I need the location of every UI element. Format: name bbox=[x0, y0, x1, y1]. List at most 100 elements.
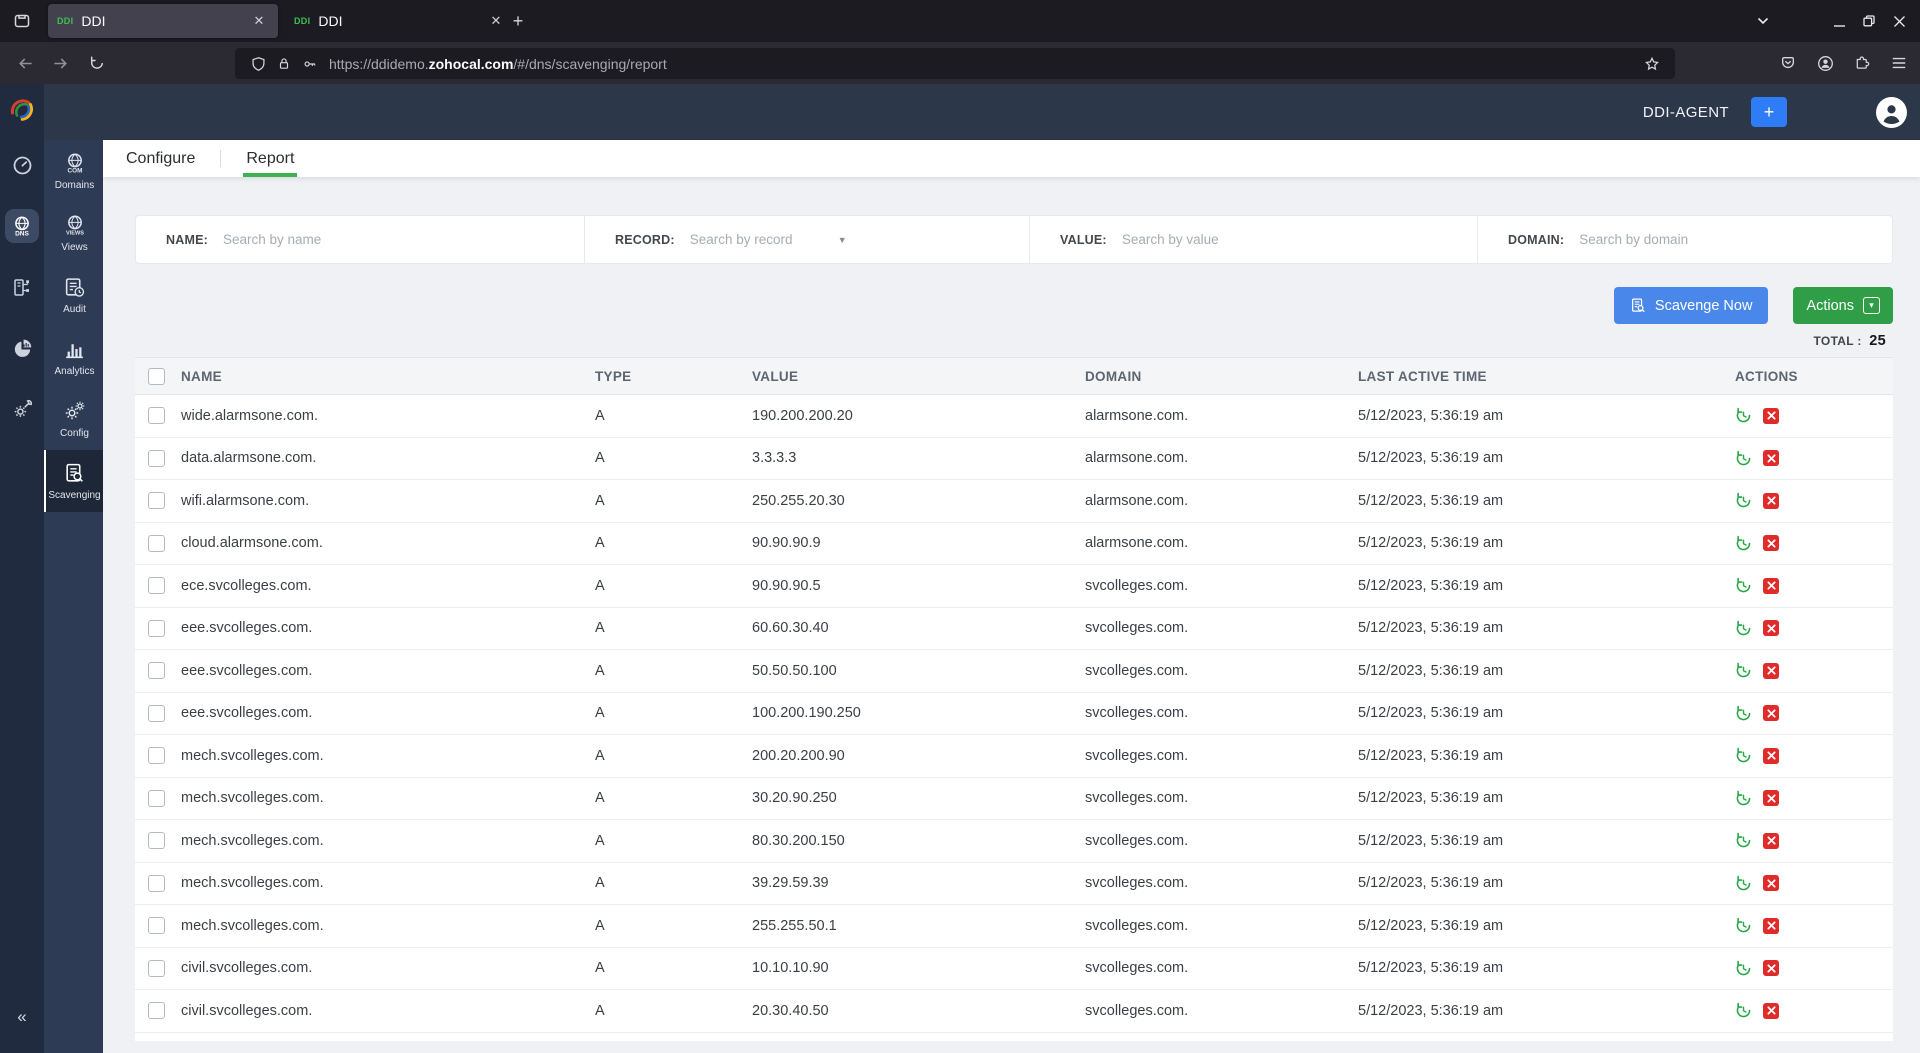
table-header-row: NAME TYPE VALUE DOMAIN LAST ACTIVE TIME … bbox=[135, 358, 1893, 395]
history-icon[interactable] bbox=[1735, 832, 1752, 849]
reload-icon[interactable] bbox=[81, 47, 113, 79]
dns-icon[interactable]: DNS bbox=[5, 209, 39, 243]
history-icon[interactable] bbox=[1735, 662, 1752, 679]
infrastructure-icon[interactable] bbox=[5, 270, 39, 304]
delete-icon[interactable] bbox=[1763, 747, 1779, 764]
tab-list-chevron-icon[interactable] bbox=[1748, 6, 1778, 36]
row-checkbox[interactable] bbox=[148, 917, 165, 935]
close-window-icon[interactable] bbox=[1884, 6, 1914, 36]
delete-icon[interactable] bbox=[1763, 1002, 1779, 1019]
record-search-input[interactable] bbox=[687, 231, 832, 248]
delete-icon[interactable] bbox=[1763, 535, 1779, 552]
agent-label: DDI-AGENT bbox=[1642, 103, 1729, 121]
history-icon[interactable] bbox=[1735, 705, 1752, 722]
minimize-icon[interactable] bbox=[1824, 6, 1854, 36]
history-icon[interactable] bbox=[1735, 875, 1752, 892]
row-checkbox[interactable] bbox=[148, 874, 165, 892]
tab-close-icon[interactable]: ✕ bbox=[490, 13, 502, 28]
collapse-sidebar-icon[interactable]: « bbox=[17, 1007, 27, 1026]
filter-value-label: VALUE: bbox=[1060, 232, 1107, 247]
row-checkbox[interactable] bbox=[148, 662, 165, 680]
history-icon[interactable] bbox=[1735, 790, 1752, 807]
key-icon[interactable] bbox=[297, 53, 323, 75]
select-all-checkbox[interactable] bbox=[148, 367, 165, 385]
row-checkbox[interactable] bbox=[148, 534, 165, 552]
tools-icon[interactable] bbox=[5, 392, 39, 426]
history-icon[interactable] bbox=[1735, 960, 1752, 977]
domain-search-input[interactable] bbox=[1577, 231, 1812, 248]
new-tab-button[interactable]: + bbox=[512, 10, 524, 31]
row-actions bbox=[1735, 705, 1893, 722]
add-button[interactable]: + bbox=[1751, 97, 1787, 127]
sidebar-item-views[interactable]: VIEWS Views bbox=[44, 202, 103, 264]
history-icon[interactable] bbox=[1735, 535, 1752, 552]
menu-icon[interactable] bbox=[1883, 47, 1915, 79]
name-search-input[interactable] bbox=[220, 231, 455, 248]
row-checkbox[interactable] bbox=[148, 704, 165, 722]
delete-icon[interactable] bbox=[1763, 620, 1779, 637]
back-icon[interactable] bbox=[9, 47, 41, 79]
module-sidebar: COM Domains VIEWS Views Audit Analytics bbox=[44, 140, 103, 1053]
sidebar-item-audit[interactable]: Audit bbox=[44, 264, 103, 326]
record-dropdown-caret-icon[interactable]: ▼ bbox=[837, 234, 847, 245]
delete-icon[interactable] bbox=[1763, 960, 1779, 977]
dashboard-icon[interactable] bbox=[5, 148, 39, 182]
user-avatar[interactable] bbox=[1876, 96, 1907, 128]
row-checkbox[interactable] bbox=[148, 619, 165, 637]
delete-icon[interactable] bbox=[1763, 832, 1779, 849]
record-value: 50.50.50.100 bbox=[752, 662, 837, 679]
row-checkbox[interactable] bbox=[148, 959, 165, 977]
history-icon[interactable] bbox=[1735, 917, 1752, 934]
value-search-input[interactable] bbox=[1119, 231, 1354, 248]
delete-icon[interactable] bbox=[1763, 917, 1779, 934]
history-icon[interactable] bbox=[1735, 577, 1752, 594]
sidebar-item-analytics[interactable]: Analytics bbox=[44, 326, 103, 388]
history-icon[interactable] bbox=[1735, 1002, 1752, 1019]
tab-close-icon[interactable]: ✕ bbox=[253, 13, 265, 28]
restore-window-icon[interactable] bbox=[1854, 6, 1884, 36]
sidebar-item-scavenging[interactable]: Scavenging bbox=[44, 450, 103, 512]
history-icon[interactable] bbox=[1735, 492, 1752, 509]
row-checkbox[interactable] bbox=[148, 1002, 165, 1020]
row-checkbox[interactable] bbox=[148, 789, 165, 807]
history-icon[interactable] bbox=[1735, 747, 1752, 764]
delete-icon[interactable] bbox=[1763, 790, 1779, 807]
bookmark-star-icon[interactable] bbox=[1639, 53, 1665, 75]
delete-icon[interactable] bbox=[1763, 577, 1779, 594]
delete-icon[interactable] bbox=[1763, 450, 1779, 467]
row-checkbox[interactable] bbox=[148, 449, 165, 467]
scavenge-now-button[interactable]: Scavenge Now bbox=[1613, 287, 1769, 324]
row-checkbox[interactable] bbox=[148, 747, 165, 765]
account-icon[interactable] bbox=[1809, 47, 1841, 79]
extensions-icon[interactable] bbox=[1846, 47, 1878, 79]
delete-icon[interactable] bbox=[1763, 875, 1779, 892]
pocket-icon[interactable] bbox=[1772, 47, 1804, 79]
lock-icon[interactable] bbox=[271, 53, 297, 75]
tab-report[interactable]: Report bbox=[243, 140, 298, 177]
forward-icon[interactable] bbox=[44, 47, 76, 79]
history-icon[interactable] bbox=[1735, 450, 1752, 467]
actions-button[interactable]: Actions ▾ bbox=[1793, 287, 1893, 324]
sidebar-item-domains[interactable]: COM Domains bbox=[44, 140, 103, 202]
delete-icon[interactable] bbox=[1763, 662, 1779, 679]
row-checkbox[interactable] bbox=[148, 832, 165, 850]
delete-icon[interactable] bbox=[1763, 492, 1779, 509]
row-actions bbox=[1735, 875, 1893, 892]
row-checkbox[interactable] bbox=[148, 492, 165, 510]
delete-icon[interactable] bbox=[1763, 705, 1779, 722]
history-icon[interactable] bbox=[1735, 620, 1752, 637]
firefox-view-icon[interactable] bbox=[8, 7, 36, 35]
reports-icon[interactable] bbox=[5, 331, 39, 365]
row-checkbox[interactable] bbox=[148, 407, 165, 425]
total-label: TOTAL : bbox=[1813, 334, 1862, 348]
url-bar[interactable]: https://ddidemo.zohocal.com/#/dns/scaven… bbox=[235, 48, 1675, 79]
row-checkbox[interactable] bbox=[148, 577, 165, 595]
tab-configure[interactable]: Configure bbox=[126, 149, 196, 167]
history-icon[interactable] bbox=[1735, 407, 1752, 424]
delete-icon[interactable] bbox=[1763, 407, 1779, 424]
sidebar-item-config[interactable]: Config bbox=[44, 388, 103, 450]
browser-tab-active[interactable]: DDI DDI ✕ bbox=[48, 4, 278, 38]
url-text: https://ddidemo.zohocal.com/#/dns/scaven… bbox=[329, 55, 667, 72]
tracking-shield-icon[interactable] bbox=[245, 53, 271, 75]
browser-tab-inactive[interactable]: DDI DDI ✕ bbox=[285, 4, 515, 38]
